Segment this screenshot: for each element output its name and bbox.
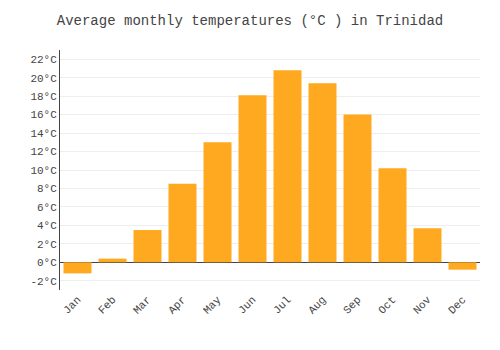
svg-text:Feb: Feb bbox=[96, 294, 118, 316]
svg-text:2°C: 2°C bbox=[37, 239, 57, 251]
svg-text:10°C: 10°C bbox=[30, 165, 57, 177]
svg-text:12°C: 12°C bbox=[30, 146, 57, 158]
svg-text:Jun: Jun bbox=[236, 294, 258, 316]
svg-text:16°C: 16°C bbox=[30, 109, 57, 121]
svg-text:4°C: 4°C bbox=[37, 220, 57, 232]
svg-text:20°C: 20°C bbox=[30, 73, 57, 85]
svg-text:18°C: 18°C bbox=[30, 91, 57, 103]
svg-text:Apr: Apr bbox=[166, 294, 188, 316]
svg-text:0°C: 0°C bbox=[37, 257, 57, 269]
svg-text:Mar: Mar bbox=[131, 294, 153, 316]
svg-text:Sep: Sep bbox=[341, 294, 363, 316]
svg-text:6°C: 6°C bbox=[37, 202, 57, 214]
svg-text:-2°C: -2°C bbox=[30, 276, 57, 288]
svg-text:Nov: Nov bbox=[411, 294, 434, 317]
svg-text:14°C: 14°C bbox=[30, 128, 57, 140]
svg-text:Dec: Dec bbox=[446, 294, 468, 316]
svg-text:8°C: 8°C bbox=[37, 183, 57, 195]
svg-text:May: May bbox=[201, 294, 224, 317]
svg-text:22°C: 22°C bbox=[30, 54, 57, 66]
svg-text:Aug: Aug bbox=[306, 294, 328, 316]
svg-text:Jan: Jan bbox=[61, 294, 83, 316]
svg-text:Oct: Oct bbox=[376, 294, 398, 316]
svg-text:Average monthly temperatures (: Average monthly temperatures (°C ) in Tr… bbox=[57, 13, 443, 29]
svg-text:Jul: Jul bbox=[271, 294, 293, 316]
